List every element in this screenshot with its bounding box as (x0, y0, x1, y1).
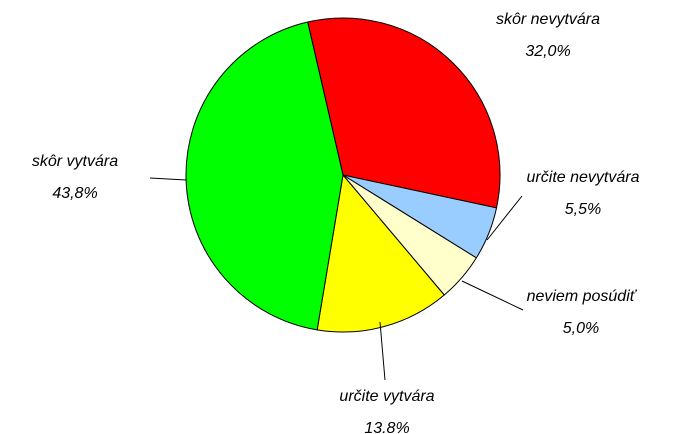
slice-label: skôr vytvára (32, 153, 118, 170)
slice-label: neviem posúdiť (527, 288, 638, 305)
leader-line (486, 195, 523, 241)
slice-value: 32,0% (525, 43, 570, 60)
slice-label: určite vytvára (339, 388, 434, 405)
slice-label: určite nevytvára (527, 169, 640, 186)
leader-line (461, 280, 524, 311)
leader-line (149, 177, 187, 181)
slice-value: 5,5% (565, 201, 601, 218)
slice-value: 13.8% (364, 420, 409, 434)
pie-slice (185, 21, 344, 331)
slice-label: skôr nevytvára (496, 11, 600, 28)
slice-value: 43,8% (52, 185, 97, 202)
pie-slice (316, 173, 445, 333)
leader-line (379, 321, 386, 381)
slice-value: 5,0% (563, 320, 599, 337)
pie-slice (307, 17, 501, 209)
